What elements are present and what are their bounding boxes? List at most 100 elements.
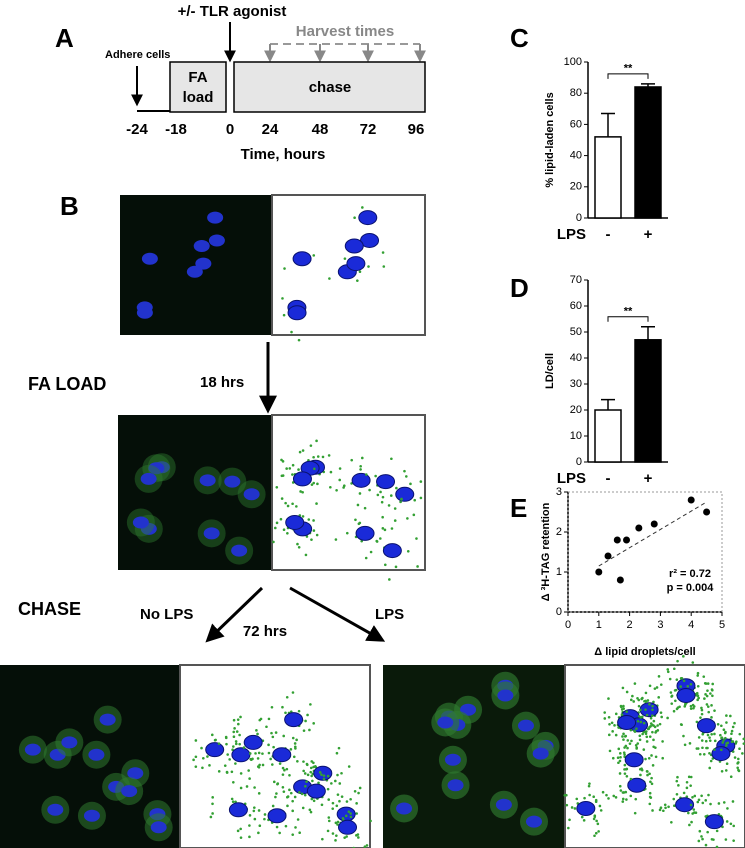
nucleus (150, 821, 167, 834)
lipid-droplet (672, 709, 676, 713)
lipid-droplet (661, 756, 665, 760)
lipid-droplet (369, 819, 372, 823)
lipid-droplet (358, 492, 362, 495)
lipid-droplet (296, 759, 299, 763)
fa-label: FA (188, 69, 207, 86)
lipid-droplet (342, 484, 346, 488)
lipid-droplet (297, 545, 301, 549)
lipid-droplet (703, 697, 706, 700)
lipid-droplet (390, 457, 393, 461)
lipid-droplet (713, 739, 717, 743)
lipid-droplet (271, 763, 274, 766)
lipid-droplet (230, 770, 234, 774)
lipid-droplet (355, 812, 358, 815)
lipid-droplet (338, 799, 341, 803)
time-tick: -18 (165, 121, 187, 138)
lipid-droplet (239, 772, 243, 775)
lipid-droplet (603, 711, 606, 714)
nucleus-3d (287, 305, 307, 321)
point (604, 552, 612, 560)
y-axis-label: % lipid-laden cells (544, 92, 556, 187)
lipid-droplet (265, 725, 268, 729)
nucleus (148, 462, 165, 475)
lipid-droplet (710, 716, 713, 719)
nucleus (61, 736, 78, 749)
lipid-droplet (641, 732, 644, 736)
lipid-droplet (381, 527, 385, 530)
lipid-droplet (691, 703, 695, 707)
lipid-droplet (648, 791, 652, 795)
lipid-droplet (383, 563, 387, 567)
lipid-droplet (271, 735, 275, 739)
lipid-droplet (611, 756, 615, 760)
lipid-droplet (308, 808, 312, 812)
lipid-droplet (737, 769, 741, 773)
lipid-droplet (395, 486, 398, 490)
lipid-droplet (232, 730, 236, 734)
axis-label: Time, hours (241, 146, 326, 163)
lipid-droplet (286, 531, 289, 535)
lipid-droplet (318, 771, 322, 774)
lipid-droplet (695, 747, 699, 750)
lipid-droplet (406, 517, 409, 520)
lipid-droplet (592, 817, 596, 821)
time-tick: -24 (126, 121, 148, 138)
nucleus-3d (704, 814, 724, 830)
lipid-droplet (629, 777, 633, 781)
nucleus-3d (267, 808, 287, 824)
lipid-droplet (308, 728, 311, 732)
significance-bracket (607, 316, 649, 322)
lipid-droplet (689, 704, 693, 708)
nucleus (532, 747, 549, 760)
lipid-droplet (312, 455, 315, 459)
lipid-droplet (588, 782, 591, 785)
lipid-droplet (364, 556, 368, 560)
lipid-droplet (626, 746, 629, 750)
lipid-droplet (711, 694, 714, 698)
lipid-droplet (709, 802, 712, 806)
lipid-droplet (235, 730, 239, 733)
lipid-droplet (239, 786, 243, 790)
lipid-droplet (659, 683, 663, 686)
lipid-droplet (623, 768, 626, 771)
lipid-droplet (285, 695, 289, 699)
lipid-droplet (650, 782, 654, 786)
lipid-droplet (616, 756, 620, 760)
lipid-droplet (284, 501, 287, 505)
lipid-droplet (667, 805, 670, 809)
y-tick-label: 40 (570, 352, 582, 364)
nucleus (447, 779, 464, 792)
lipid-droplet (693, 794, 697, 798)
lipid-droplet (275, 521, 279, 525)
lipid-droplet (335, 488, 338, 492)
lipid-droplet (303, 793, 307, 797)
point (623, 536, 631, 544)
imaging-panel: B FA LOAD 18 hrs CHASE No LPS 72 hrs LPS (0, 191, 745, 848)
lipid-droplet (644, 708, 647, 711)
lipid-droplet (281, 705, 284, 709)
lipid-droplet (595, 819, 598, 823)
point (687, 496, 695, 504)
lipid-droplet (309, 444, 313, 447)
lipid-droplet (705, 703, 709, 706)
lipid-droplet (289, 791, 293, 795)
lipid-droplet (701, 837, 704, 841)
lipid-droplet (225, 771, 229, 774)
lipid-droplet (358, 786, 362, 790)
point (635, 524, 643, 532)
lipid-droplet (305, 535, 309, 538)
arrow (205, 586, 264, 643)
lipid-droplet (730, 740, 734, 744)
lipid-droplet (194, 739, 198, 742)
lipid-droplet (315, 439, 318, 443)
lipid-droplet (716, 723, 720, 726)
lipid-droplet (192, 758, 195, 762)
lipid-droplet (706, 689, 709, 692)
lipid-droplet (254, 752, 257, 755)
lipid-droplet (698, 829, 702, 833)
lipid-droplet (647, 756, 651, 760)
lipid-droplet (614, 796, 618, 799)
lipid-droplet (211, 812, 214, 815)
lipid-droplet (208, 764, 211, 767)
lipid-droplet (201, 766, 204, 770)
